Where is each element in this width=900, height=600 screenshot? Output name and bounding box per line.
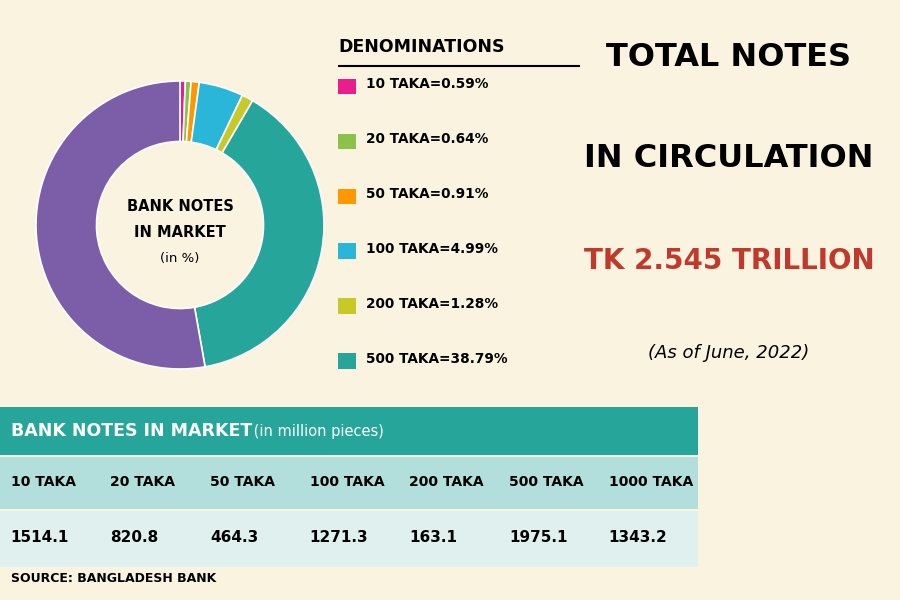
Text: 10 TAKA=0.59%: 10 TAKA=0.59% bbox=[365, 77, 488, 91]
Text: IN MARKET: IN MARKET bbox=[134, 224, 226, 239]
Text: 163.1: 163.1 bbox=[410, 530, 457, 545]
FancyBboxPatch shape bbox=[338, 244, 356, 259]
Text: (As of June, 2022): (As of June, 2022) bbox=[648, 344, 810, 362]
Text: SOURCE: BANGLADESH BANK: SOURCE: BANGLADESH BANK bbox=[11, 572, 216, 586]
Text: IN CIRCULATION: IN CIRCULATION bbox=[584, 143, 874, 173]
Text: BANK NOTES: BANK NOTES bbox=[127, 199, 233, 214]
FancyBboxPatch shape bbox=[338, 298, 356, 314]
Text: 464.3: 464.3 bbox=[210, 530, 258, 545]
Text: 1000 TAKA: 1000 TAKA bbox=[608, 475, 693, 489]
Text: 820.8: 820.8 bbox=[111, 530, 158, 545]
Text: 10 TAKA: 10 TAKA bbox=[11, 475, 76, 489]
Text: 1975.1: 1975.1 bbox=[509, 530, 568, 545]
Text: 20 TAKA: 20 TAKA bbox=[111, 475, 176, 489]
Text: 20 TAKA=0.64%: 20 TAKA=0.64% bbox=[365, 132, 488, 146]
Wedge shape bbox=[180, 81, 185, 142]
Bar bbox=[0, 511, 698, 567]
Text: DENOMINATIONS: DENOMINATIONS bbox=[338, 38, 505, 56]
Text: BANK NOTES IN MARKET: BANK NOTES IN MARKET bbox=[11, 422, 252, 440]
FancyBboxPatch shape bbox=[338, 188, 356, 204]
Text: (in million pieces): (in million pieces) bbox=[249, 424, 384, 439]
Text: 200 TAKA=1.28%: 200 TAKA=1.28% bbox=[365, 297, 498, 311]
FancyBboxPatch shape bbox=[338, 134, 356, 149]
Wedge shape bbox=[36, 81, 205, 369]
Text: 100 TAKA: 100 TAKA bbox=[310, 475, 384, 489]
Text: TOTAL NOTES: TOTAL NOTES bbox=[607, 42, 851, 73]
Text: (in %): (in %) bbox=[160, 251, 200, 265]
Wedge shape bbox=[194, 101, 324, 367]
Text: 1271.3: 1271.3 bbox=[310, 530, 368, 545]
Text: 1000 TAKA=52.77%: 1000 TAKA=52.77% bbox=[365, 407, 517, 421]
Text: 500 TAKA: 500 TAKA bbox=[509, 475, 583, 489]
Bar bbox=[0, 407, 698, 455]
Wedge shape bbox=[186, 82, 199, 142]
Text: 500 TAKA=38.79%: 500 TAKA=38.79% bbox=[365, 352, 508, 366]
Text: 50 TAKA: 50 TAKA bbox=[210, 475, 275, 489]
Text: 1343.2: 1343.2 bbox=[608, 530, 668, 545]
Wedge shape bbox=[191, 82, 242, 150]
Text: 50 TAKA=0.91%: 50 TAKA=0.91% bbox=[365, 187, 488, 201]
Text: 1514.1: 1514.1 bbox=[11, 530, 69, 545]
Bar bbox=[0, 457, 698, 509]
FancyBboxPatch shape bbox=[338, 353, 356, 368]
Text: 200 TAKA: 200 TAKA bbox=[410, 475, 484, 489]
FancyBboxPatch shape bbox=[338, 79, 356, 94]
Text: TK 2.545 TRILLION: TK 2.545 TRILLION bbox=[584, 247, 874, 275]
FancyBboxPatch shape bbox=[338, 408, 356, 424]
Text: 100 TAKA=4.99%: 100 TAKA=4.99% bbox=[365, 242, 498, 256]
Wedge shape bbox=[216, 95, 253, 153]
Wedge shape bbox=[183, 81, 191, 142]
